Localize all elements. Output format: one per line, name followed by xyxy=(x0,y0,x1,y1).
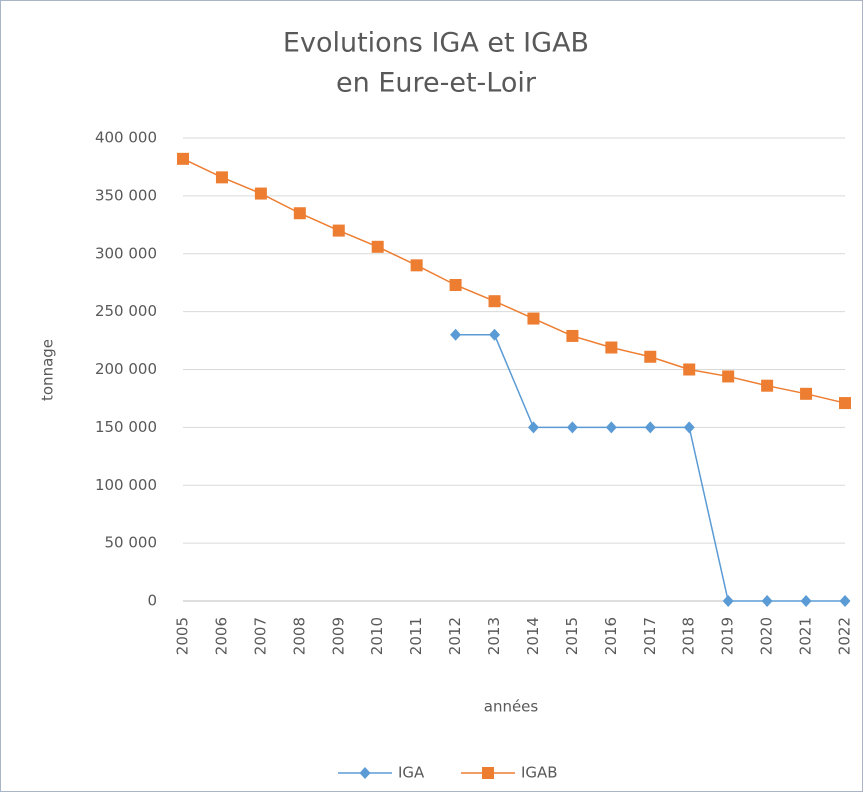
chart-title: Evolutions IGA et IGAB xyxy=(283,28,589,59)
y-tick-label: 350 000 xyxy=(95,186,157,204)
data-point xyxy=(839,397,851,410)
data-point xyxy=(371,240,384,253)
x-tick-label: 2017 xyxy=(641,617,659,655)
data-point xyxy=(527,421,539,434)
data-point xyxy=(293,207,306,220)
legend-label: IGAB xyxy=(521,764,558,782)
x-tick-label: 2014 xyxy=(524,617,542,655)
data-point xyxy=(722,370,735,383)
data-point xyxy=(332,224,345,237)
x-tick-label: 2011 xyxy=(407,617,425,655)
x-tick-label: 2016 xyxy=(602,617,620,655)
data-point xyxy=(644,421,656,434)
data-point xyxy=(683,421,695,434)
y-tick-label: 250 000 xyxy=(95,302,157,320)
x-tick-label: 2008 xyxy=(290,617,308,655)
y-tick-label: 150 000 xyxy=(95,418,157,436)
data-point xyxy=(722,595,734,607)
data-point xyxy=(761,379,774,392)
y-tick-label: 50 000 xyxy=(105,534,158,552)
data-point xyxy=(566,421,578,434)
data-point xyxy=(800,595,812,607)
data-point xyxy=(605,421,617,434)
y-tick-label: 200 000 xyxy=(95,360,157,378)
x-tick-label: 2010 xyxy=(368,617,386,655)
x-tick-label: 2021 xyxy=(797,617,815,655)
x-axis-label: années xyxy=(484,698,539,716)
data-point xyxy=(800,387,813,400)
x-tick-label: 2007 xyxy=(251,617,269,655)
y-tick-label: 400 000 xyxy=(95,129,157,147)
data-point xyxy=(177,152,189,165)
data-point xyxy=(683,363,696,376)
legend-label: IGA xyxy=(398,764,425,782)
legend-marker xyxy=(359,767,371,779)
data-point xyxy=(489,328,501,341)
data-point xyxy=(605,341,618,354)
x-tick-label: 2005 xyxy=(174,617,192,655)
data-point xyxy=(450,328,462,341)
chart-title: en Eure-et-Loir xyxy=(336,68,537,99)
data-point xyxy=(215,171,228,184)
series-line xyxy=(182,158,846,404)
y-tick-label: 0 xyxy=(147,592,157,610)
x-tick-label: 2020 xyxy=(758,617,776,655)
x-tick-label: 2015 xyxy=(563,617,581,655)
x-tick-label: 2022 xyxy=(836,617,854,655)
y-tick-label: 100 000 xyxy=(95,476,157,494)
data-point xyxy=(410,259,423,272)
data-point xyxy=(488,295,501,308)
data-point xyxy=(449,279,462,292)
x-tick-label: 2013 xyxy=(485,617,503,655)
legend-marker xyxy=(482,767,494,779)
x-tick-label: 2012 xyxy=(446,617,464,655)
data-point xyxy=(254,187,267,200)
y-axis-label: tonnage xyxy=(39,339,57,401)
data-point xyxy=(644,350,657,363)
x-tick-label: 2006 xyxy=(212,617,230,655)
x-tick-label: 2018 xyxy=(680,617,698,655)
data-point xyxy=(527,312,540,325)
x-tick-label: 2009 xyxy=(329,617,347,655)
data-point xyxy=(566,329,579,342)
x-tick-label: 2019 xyxy=(719,617,737,655)
y-tick-label: 300 000 xyxy=(95,244,157,262)
data-point xyxy=(761,595,773,607)
data-point xyxy=(839,595,851,607)
